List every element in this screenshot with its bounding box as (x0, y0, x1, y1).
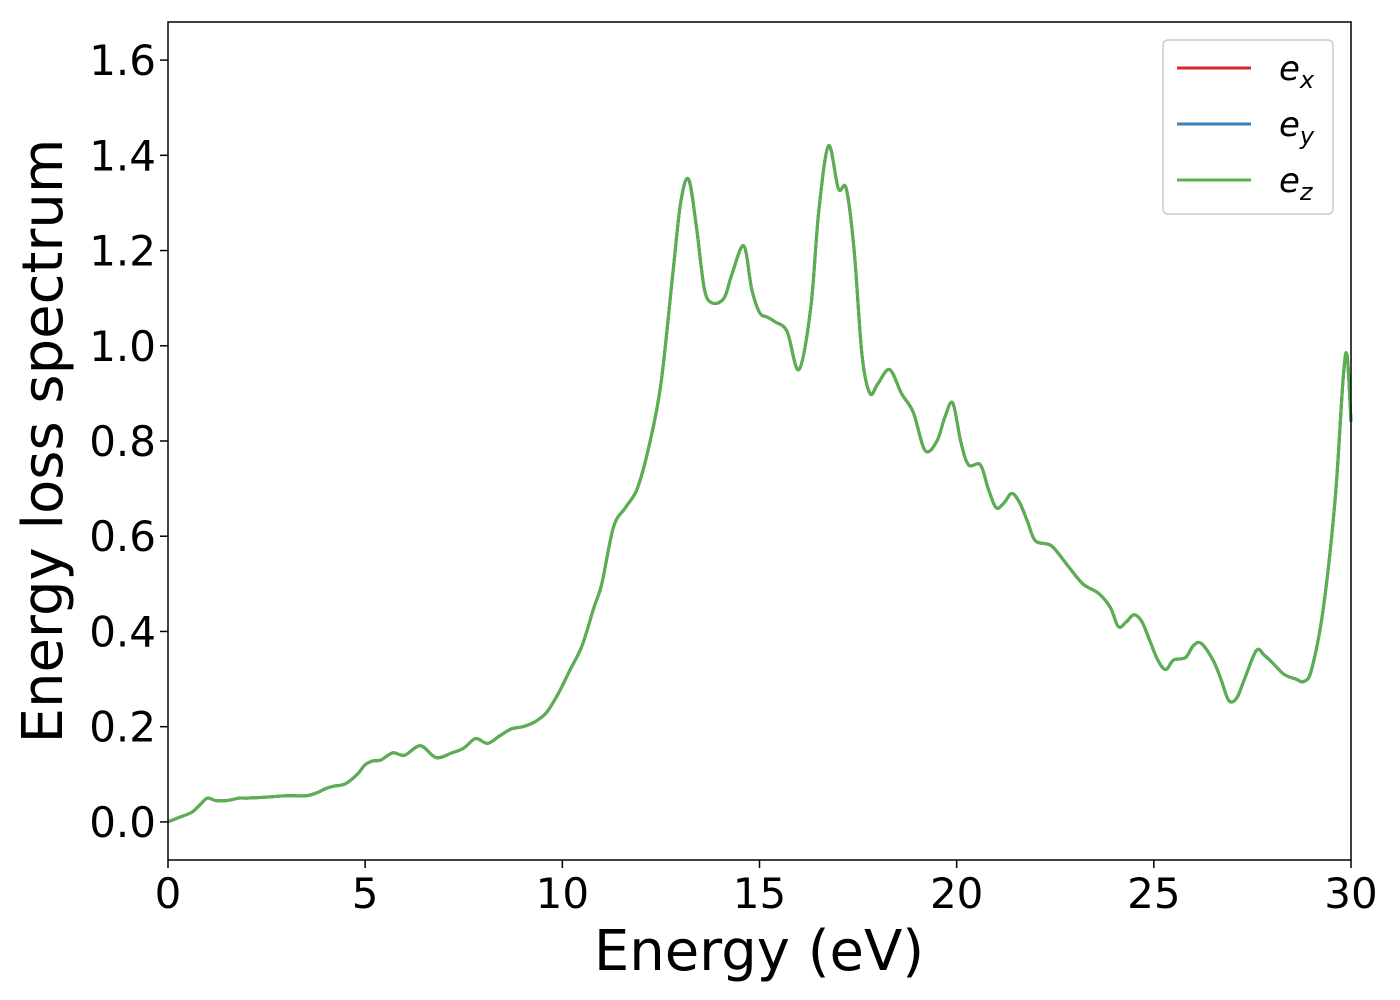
x-tick-label: 15 (733, 869, 786, 918)
legend: ex ey ez (1162, 39, 1334, 215)
x-tick-label: 10 (536, 869, 589, 918)
x-axis-ticks: 0 5 10 15 20 25 30 (155, 860, 1378, 918)
y-axis-label: Energy loss spectrum (11, 139, 76, 744)
legend-label-z: ez (1279, 161, 1314, 206)
y-tick-label: 0.0 (89, 798, 156, 847)
x-tick-label: 30 (1324, 869, 1377, 918)
y-tick-label: 1.0 (89, 322, 156, 371)
y-tick-label: 1.6 (89, 36, 156, 85)
legend-label-x: ex (1279, 49, 1315, 94)
x-tick-label: 5 (352, 869, 379, 918)
y-axis-ticks: 0.0 0.2 0.4 0.6 0.8 1.0 1.2 1.4 1.6 (89, 36, 168, 847)
x-tick-label: 20 (930, 869, 983, 918)
y-tick-label: 0.6 (89, 512, 156, 561)
y-tick-label: 0.2 (89, 703, 156, 752)
series-line-z (167, 144, 1353, 824)
y-tick-label: 0.8 (89, 417, 156, 466)
y-tick-label: 1.4 (89, 131, 156, 180)
x-tick-label: 25 (1127, 869, 1180, 918)
plot-area (168, 22, 1351, 860)
legend-label-y: ey (1279, 105, 1315, 150)
x-axis-label: Energy (eV) (594, 919, 924, 984)
series-layer (167, 144, 1353, 824)
y-tick-label: 0.4 (89, 607, 156, 656)
legend-box (1162, 39, 1334, 215)
y-tick-label: 1.2 (89, 227, 156, 276)
x-tick-label: 0 (155, 869, 182, 918)
